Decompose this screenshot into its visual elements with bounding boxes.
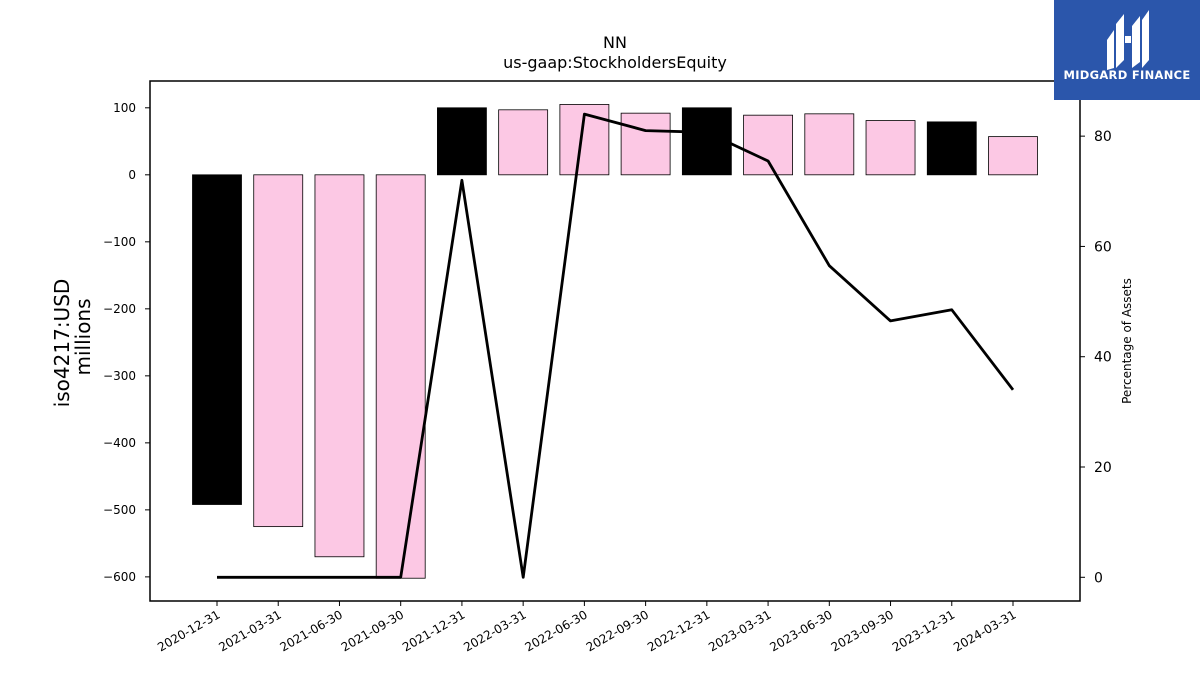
x-tick-label: 2022-12-31	[645, 607, 712, 654]
percentage-line-layer	[217, 112, 1015, 579]
x-tick-label: 2021-03-31	[216, 607, 283, 654]
bars	[192, 104, 1038, 579]
plot-frame	[149, 80, 1081, 602]
y2-tick-label: 0	[1094, 570, 1103, 586]
right-axis-ticks: 80 60 40 20 0	[1080, 129, 1112, 586]
x-tick-label: 2020-12-31	[155, 607, 222, 654]
logo-text: MIDGARD FINANCE	[1063, 68, 1191, 82]
y-tick-label: −100	[103, 235, 136, 249]
x-tick-label: 2024-03-31	[951, 607, 1018, 654]
y-tick-label: 100	[113, 101, 136, 115]
midgard-finance-logo: MIDGARD FINANCE	[1054, 0, 1200, 100]
x-tick-label: 2021-06-30	[278, 607, 345, 654]
bar-2021-09-30	[375, 174, 426, 579]
bar-2024-03-31	[988, 136, 1038, 176]
y-axis-label-units: millions	[71, 298, 95, 375]
bar-2023-06-30	[804, 113, 855, 176]
y2-tick-label: 40	[1094, 350, 1112, 366]
y-axis-label: iso4217:USD	[50, 279, 74, 408]
chart-subtitle: us-gaap:StockholdersEquity	[503, 53, 727, 72]
y2-tick-label: 60	[1094, 239, 1112, 255]
y-tick-label: −300	[103, 369, 136, 383]
bar-2021-03-31	[253, 174, 304, 528]
percentage-of-assets-line	[217, 112, 1015, 579]
midgard-logo-icon	[1107, 10, 1149, 70]
x-tick-label: 2023-09-30	[829, 607, 896, 654]
x-tick-label: 2022-06-30	[522, 607, 589, 654]
bar-2021-06-30	[314, 174, 365, 558]
y-tick-label: −200	[103, 302, 136, 316]
bar-2020-12-31	[192, 174, 242, 505]
y2-tick-label: 20	[1094, 460, 1112, 476]
x-tick-label: 2023-06-30	[767, 607, 834, 654]
x-axis-ticks: 2020-12-312021-03-312021-06-302021-09-30…	[155, 601, 1019, 654]
x-tick-label: 2021-12-31	[400, 607, 467, 654]
x-tick-label: 2021-09-30	[339, 607, 406, 654]
x-tick-label: 2023-12-31	[890, 607, 957, 654]
y-tick-label: −500	[103, 503, 136, 517]
y-tick-label: −400	[103, 436, 136, 450]
bar-2021-12-31	[437, 107, 487, 176]
y2-axis-label: Percentage of Assets	[1120, 278, 1134, 404]
x-tick-label: 2022-03-31	[461, 607, 528, 654]
bar-2022-09-30	[620, 112, 671, 176]
chart-title: NN	[603, 33, 627, 52]
x-tick-label: 2023-03-31	[706, 607, 773, 654]
left-axis-ticks: 100 0 −100 −200 −300 −400 −500 −600	[103, 101, 150, 584]
y2-tick-label: 80	[1094, 129, 1112, 145]
y-tick-label: −600	[103, 570, 136, 584]
bar-2023-09-30	[865, 120, 916, 176]
x-tick-label: 2022-09-30	[584, 607, 651, 654]
bar-2023-03-31	[743, 114, 793, 176]
bar-2022-03-31	[498, 109, 549, 176]
y-tick-label: 0	[128, 168, 136, 182]
bar-2023-12-31	[926, 121, 977, 176]
